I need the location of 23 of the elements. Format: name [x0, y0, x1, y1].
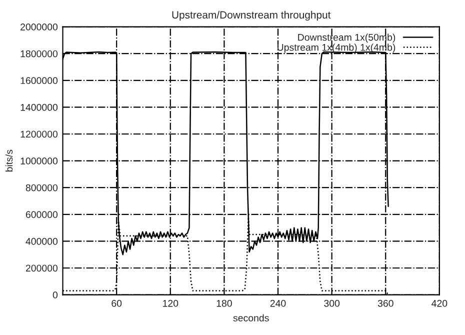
y-tick-label: 1800000 [20, 50, 58, 58]
legend-label: Upstream 1x(4mb) 1x(4mb) [278, 44, 396, 53]
x-tick-label: 240 [270, 300, 286, 307]
y-tick-label: 800000 [26, 184, 58, 192]
y-tick-label: 1600000 [20, 77, 58, 84]
y-tick-label: 0 [52, 292, 58, 298]
y-tick-label: 2000000 [20, 24, 58, 30]
chart-title: Upstream/Downstream throughput [172, 10, 331, 21]
y-tick-label: 1400000 [20, 104, 58, 111]
y-axis-title: bits/s [5, 150, 13, 172]
x-tick-label: 360 [378, 300, 394, 307]
y-tick-label: 400000 [26, 238, 58, 245]
x-tick-label: 420 [432, 300, 448, 307]
y-tick-label: 1000000 [20, 158, 58, 164]
x-tick-label: 180 [216, 300, 232, 307]
y-tick-label: 600000 [26, 211, 58, 218]
x-tick-label: 60 [112, 300, 122, 307]
legend-label: Downstream 1x(50mb) [298, 34, 396, 43]
y-tick-label: 200000 [26, 264, 58, 272]
x-axis-title: seconds [233, 314, 269, 322]
y-tick-label: 1200000 [20, 130, 58, 138]
x-tick-label: 300 [324, 300, 340, 307]
x-tick-label: 120 [163, 300, 178, 307]
